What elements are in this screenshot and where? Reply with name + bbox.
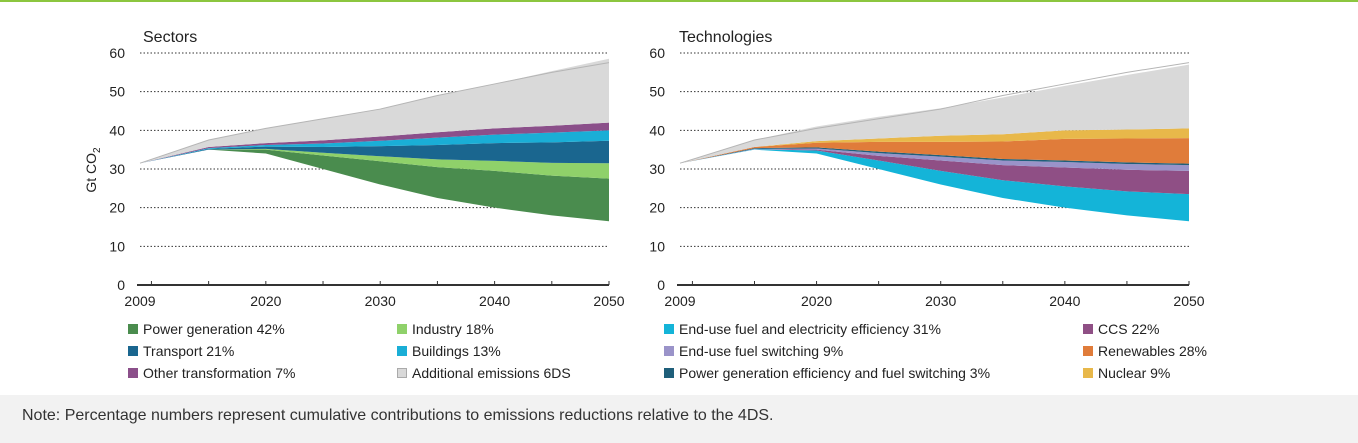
technologies-title: Technologies [679, 29, 772, 46]
y-tick-label: 10 [109, 238, 125, 254]
legend-power-generation: Power generation 42% [128, 321, 285, 337]
legend-label: Buildings 13% [412, 343, 501, 359]
area-transport [140, 140, 609, 164]
legend-label: Additional emissions 6DS [412, 365, 571, 381]
legend-label: Other transformation 7% [143, 365, 296, 381]
y-tick-label: 30 [109, 161, 125, 177]
sectors-title: Sectors [143, 29, 197, 46]
area-power-generation [140, 149, 609, 222]
x-tick-label: 2030 [365, 293, 396, 309]
area-ccs [680, 149, 1189, 195]
legend-label: Power generation 42% [143, 321, 285, 337]
legend-swatch [128, 368, 138, 378]
legend-label: End-use fuel switching 9% [679, 343, 844, 359]
legend-label: Nuclear 9% [1098, 365, 1171, 381]
legend-swatch [1083, 368, 1093, 378]
y-tick-label: 20 [109, 200, 125, 216]
y-tick-label: 20 [649, 200, 665, 216]
area-renewables [680, 138, 1189, 164]
y-tick-label: 10 [649, 238, 665, 254]
legend-swatch [1083, 324, 1093, 334]
legend-swatch [397, 346, 407, 356]
footnote: Note: Percentage numbers represent cumul… [22, 407, 774, 424]
x-tick-label: 2020 [801, 293, 832, 309]
legend-buildings: Buildings 13% [397, 343, 501, 359]
legend-swatch [664, 368, 674, 378]
legend-swatch [664, 346, 674, 356]
legend-other-transformation: Other transformation 7% [128, 365, 296, 381]
legend-swatch [664, 324, 674, 334]
area-nuclear [680, 128, 1189, 164]
x-tick-label: 2040 [1049, 293, 1080, 309]
area-buildings [140, 130, 609, 164]
legend-swatch [397, 368, 407, 378]
area-end-use-fuel-switching [680, 148, 1189, 171]
area-additional-emissions-6ds [680, 64, 1189, 164]
footer-band [0, 395, 1358, 443]
y-tick-label: 40 [109, 122, 125, 138]
legend-swatch [128, 324, 138, 334]
legend-swatch [128, 346, 138, 356]
legend-label: Transport 21% [143, 343, 235, 359]
area-other-transformation [140, 122, 609, 164]
x-tick-label: 2009 [124, 293, 155, 309]
y-tick-label: 50 [649, 84, 665, 100]
legend-swatch [1083, 346, 1093, 356]
y-tick-label: 40 [649, 122, 665, 138]
legend-swatch [397, 324, 407, 334]
legend-label: Power generation efficiency and fuel swi… [679, 365, 991, 381]
x-tick-label: 2020 [250, 293, 281, 309]
area-end-use-fuel-and-electricity-efficiency [680, 149, 1189, 222]
legend-end-use-efficiency: End-use fuel and electricity efficiency … [664, 321, 941, 337]
legend-additional-emissions: Additional emissions 6DS [397, 365, 571, 381]
legend-end-use-switching: End-use fuel switching 9% [664, 343, 843, 359]
legend-label: End-use fuel and electricity efficiency … [679, 321, 941, 337]
y-tick-label: 60 [109, 45, 125, 61]
legend-label: Industry 18% [412, 321, 494, 337]
y-tick-label: 0 [117, 277, 125, 293]
x-tick-label: 2040 [479, 293, 510, 309]
area-industry [140, 148, 609, 179]
x-tick-label: 2050 [1173, 293, 1204, 309]
legend-industry: Industry 18% [397, 321, 494, 337]
x-tick-label: 2050 [593, 293, 624, 309]
y-tick-label: 50 [109, 84, 125, 100]
y-axis-label: Gt CO2 [83, 147, 103, 193]
y-tick-label: 0 [657, 277, 665, 293]
top-accent-line [0, 0, 1358, 2]
baseline-6ds-line [679, 62, 1190, 164]
legend-nuclear: Nuclear 9% [1083, 365, 1170, 381]
legend-power-gen-eff-switch: Power generation efficiency and fuel swi… [664, 365, 990, 381]
legend-ccs: CCS 22% [1083, 321, 1159, 337]
legend-label: CCS 22% [1098, 321, 1160, 337]
y-tick-label: 30 [649, 161, 665, 177]
legend-label: Renewables 28% [1098, 343, 1207, 359]
x-tick-label: 2009 [664, 293, 695, 309]
area-power-generation-efficiency-and-fuel-switching [680, 147, 1189, 166]
x-tick-label: 2030 [925, 293, 956, 309]
y-tick-label: 60 [649, 45, 665, 61]
baseline-6ds-line [139, 62, 610, 164]
legend-renewables: Renewables 28% [1083, 343, 1207, 359]
legend-transport: Transport 21% [128, 343, 234, 359]
